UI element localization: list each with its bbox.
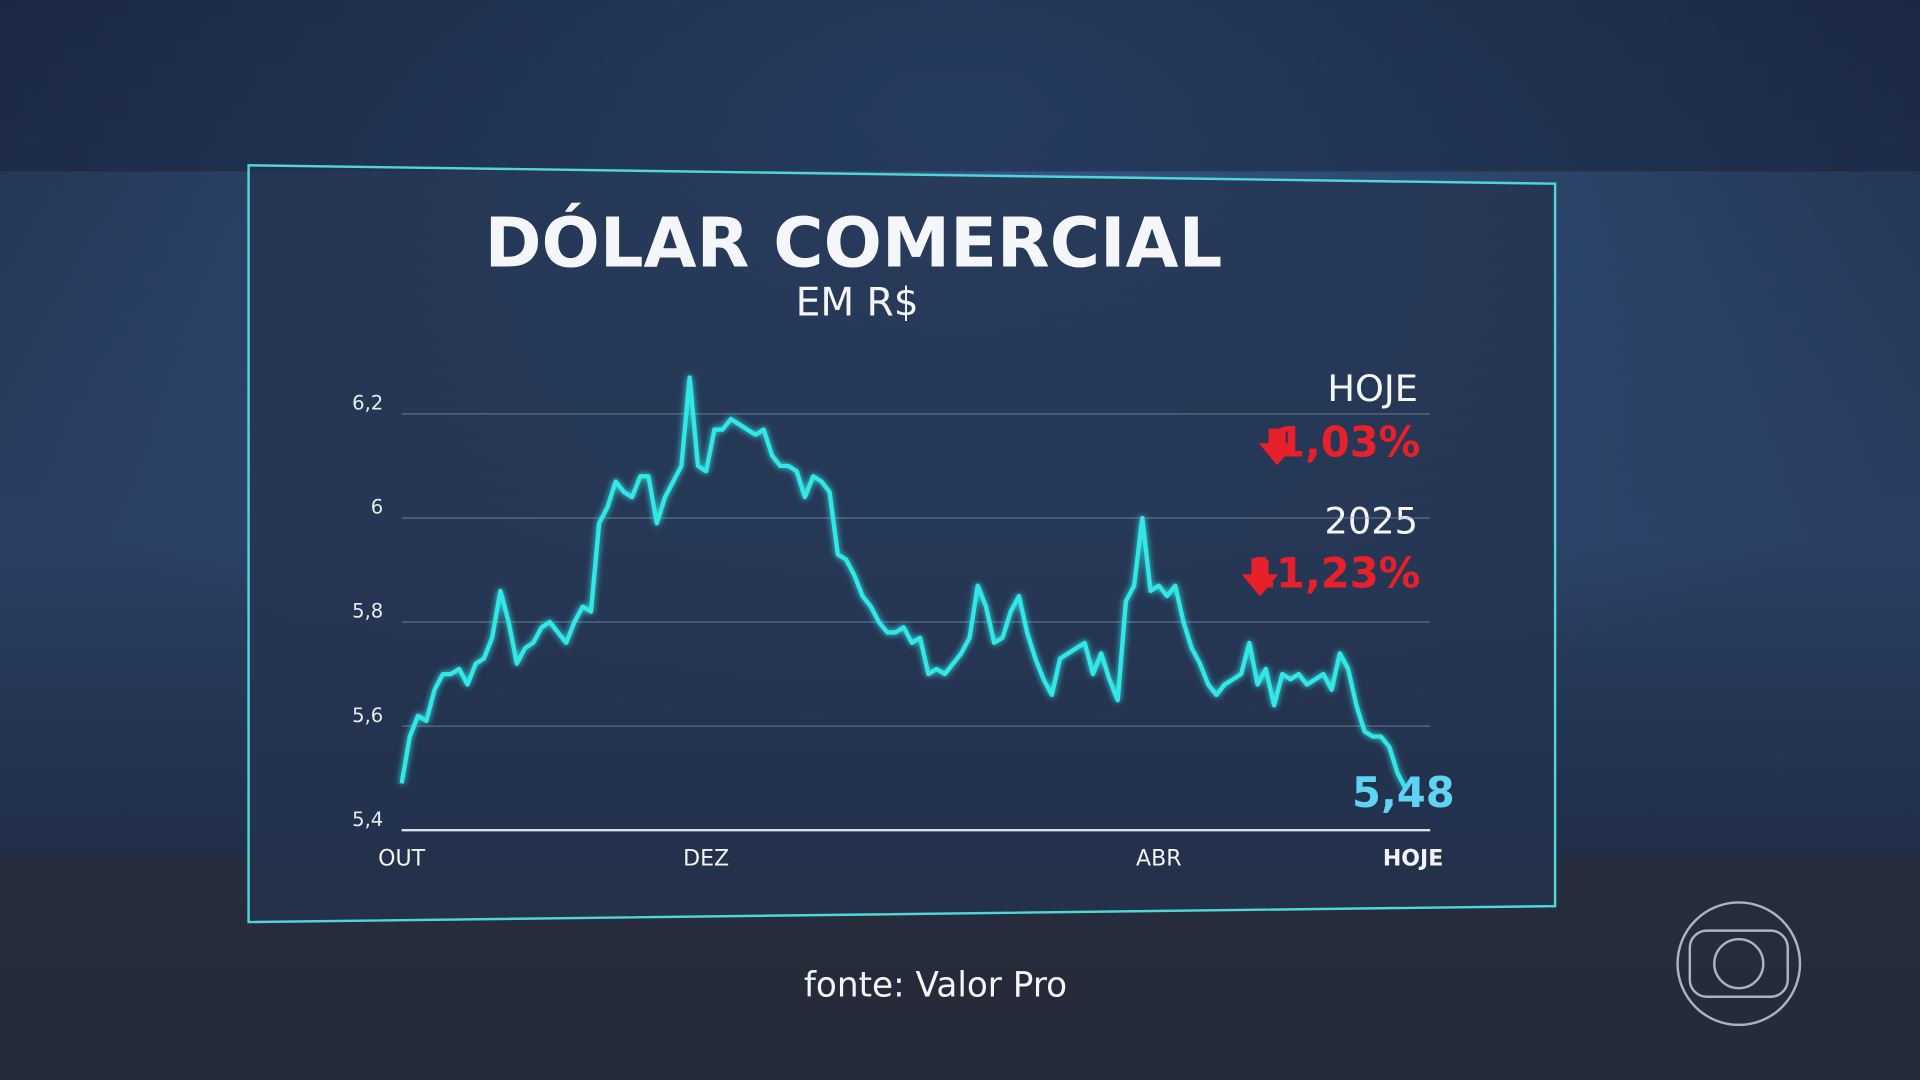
source: fonte: Valor Pro bbox=[804, 965, 1067, 1005]
screens bbox=[0, 0, 1920, 172]
panel bbox=[247, 164, 1557, 924]
y-tick-label: 5,4 bbox=[352, 808, 383, 831]
logo bbox=[1676, 901, 1802, 1027]
x-tick-label: HOJE bbox=[1383, 847, 1443, 872]
down-arrow bbox=[1241, 559, 1279, 597]
x-tick-label: OUT bbox=[378, 847, 425, 872]
y-tick-label: 6,2 bbox=[352, 392, 383, 415]
annotation: HOJE bbox=[1327, 367, 1418, 410]
y-tick-label: 5,6 bbox=[352, 704, 383, 727]
down-arrow bbox=[1258, 428, 1296, 466]
value-label: 5,48 bbox=[1352, 768, 1455, 817]
annotation: 11,23% bbox=[1247, 549, 1420, 598]
chart-subtitle: EM R$ bbox=[796, 280, 919, 325]
chart-title: DÓLAR COMERCIAL bbox=[485, 201, 1223, 283]
y-tick-label: 6 bbox=[371, 496, 383, 519]
annotation: 2025 bbox=[1325, 499, 1418, 542]
y-tick-label: 5,8 bbox=[352, 600, 383, 623]
data-line bbox=[399, 375, 1408, 790]
annotation: 1,03% bbox=[1276, 418, 1420, 467]
x-tick-label: DEZ bbox=[683, 847, 729, 872]
x-tick-label: ABR bbox=[1136, 847, 1182, 872]
